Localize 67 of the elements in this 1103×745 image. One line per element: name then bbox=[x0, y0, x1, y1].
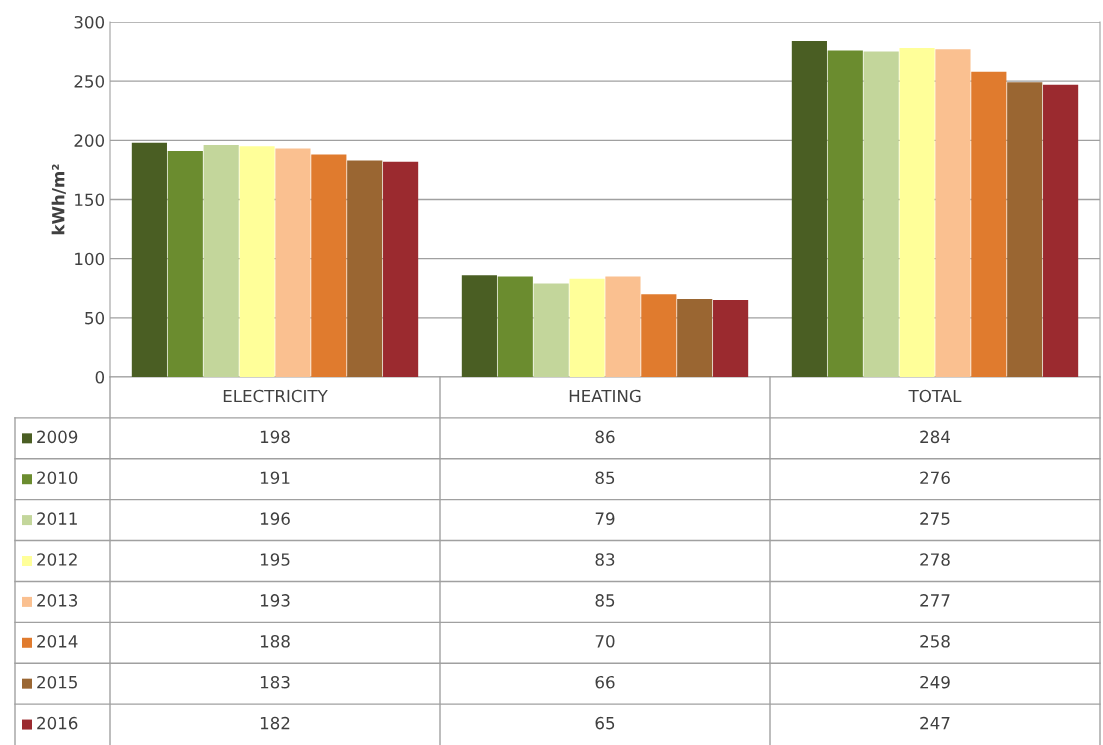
bar bbox=[935, 49, 971, 377]
data-label: 83 bbox=[595, 553, 615, 566]
bar bbox=[1007, 82, 1043, 377]
data-label: 278 bbox=[920, 553, 950, 566]
y-tick-label: 100 bbox=[75, 252, 105, 266]
y-tick-label: 200 bbox=[74, 134, 105, 147]
bar bbox=[605, 276, 641, 377]
legend-label: 2011 bbox=[37, 512, 77, 525]
legend-label: 2012 bbox=[37, 553, 77, 566]
data-label: 65 bbox=[595, 716, 615, 730]
bar bbox=[899, 48, 935, 377]
y-axis-title: kWh/m² bbox=[51, 164, 66, 235]
data-label: 195 bbox=[260, 553, 290, 566]
bar bbox=[131, 142, 167, 377]
bar bbox=[383, 161, 419, 377]
x-tick-label: TOTAL bbox=[908, 389, 962, 403]
bar bbox=[791, 40, 827, 377]
bar bbox=[827, 50, 863, 377]
data-label: 193 bbox=[260, 594, 290, 607]
bar bbox=[239, 146, 275, 377]
data-label: 277 bbox=[920, 594, 950, 607]
data-label: 85 bbox=[595, 471, 615, 485]
data-label: 79 bbox=[595, 512, 615, 525]
bar bbox=[641, 294, 677, 377]
bar bbox=[167, 150, 203, 377]
x-tick-label: HEATING bbox=[569, 389, 641, 403]
data-label: 196 bbox=[260, 512, 290, 525]
data-label: 191 bbox=[260, 471, 290, 485]
bar bbox=[203, 145, 239, 377]
data-label: 198 bbox=[260, 430, 290, 444]
data-label: 183 bbox=[260, 675, 290, 689]
legend-label: 2015 bbox=[37, 675, 77, 689]
legend-label: 2009 bbox=[37, 430, 78, 444]
data-label: 247 bbox=[920, 716, 950, 730]
data-label: 275 bbox=[920, 512, 950, 525]
bar bbox=[275, 148, 311, 377]
bar bbox=[311, 154, 347, 377]
bar bbox=[497, 276, 533, 377]
bar bbox=[347, 160, 383, 377]
bar bbox=[533, 283, 569, 377]
bar bbox=[863, 51, 899, 377]
data-label: 66 bbox=[595, 675, 615, 689]
y-tick-label: 0 bbox=[95, 370, 105, 384]
data-label: 258 bbox=[920, 635, 950, 648]
y-tick-label: 150 bbox=[75, 193, 105, 207]
legend-label: 2013 bbox=[37, 594, 78, 607]
y-tick-label: 250 bbox=[74, 75, 105, 88]
y-tick-label: 50 bbox=[85, 311, 105, 325]
legend-label: 2010 bbox=[37, 471, 78, 485]
bar bbox=[713, 300, 749, 377]
data-label: 249 bbox=[920, 675, 950, 689]
legend-label: 2014 bbox=[37, 635, 78, 648]
data-label: 85 bbox=[595, 594, 615, 607]
legend-label: 2016 bbox=[37, 716, 78, 730]
data-label: 182 bbox=[260, 716, 290, 730]
bar bbox=[677, 298, 713, 377]
data-label: 276 bbox=[920, 471, 950, 485]
bar bbox=[971, 71, 1007, 377]
data-label: 188 bbox=[260, 635, 290, 648]
bar bbox=[461, 275, 497, 377]
data-label: 284 bbox=[920, 430, 950, 444]
y-tick-label: 300 bbox=[74, 15, 105, 29]
bar bbox=[569, 278, 605, 377]
data-label: 70 bbox=[595, 635, 615, 648]
x-tick-label: ELECTRICITY bbox=[223, 389, 328, 403]
data-label: 86 bbox=[595, 430, 615, 444]
bar bbox=[1043, 84, 1079, 377]
